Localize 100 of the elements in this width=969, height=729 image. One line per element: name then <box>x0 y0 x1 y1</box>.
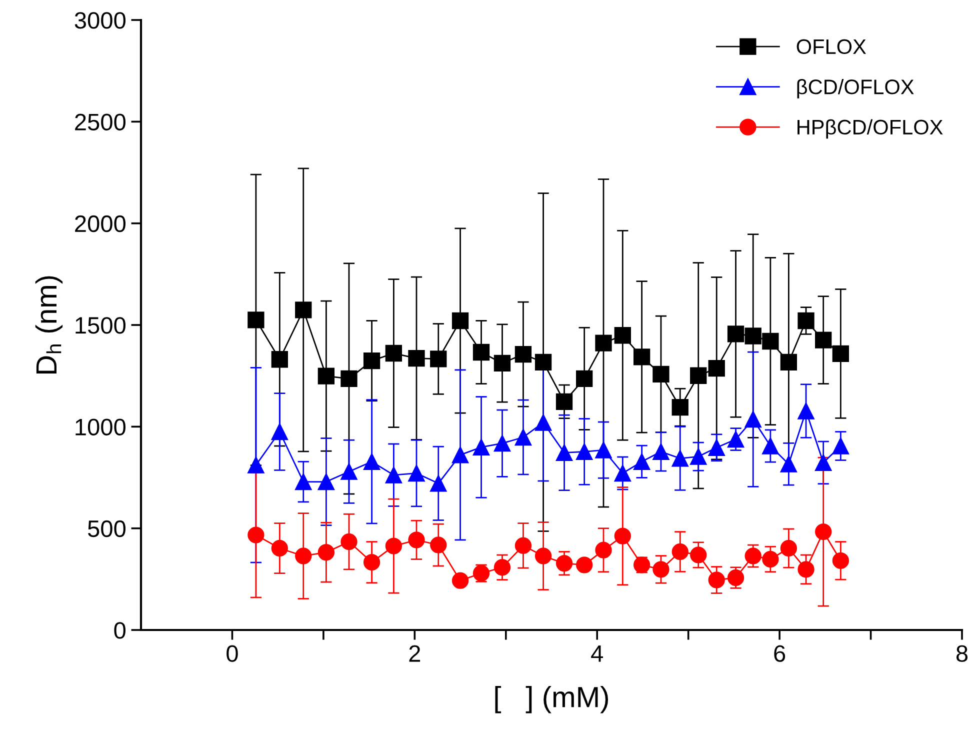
point <box>798 561 814 578</box>
point <box>780 354 798 371</box>
point <box>271 423 288 440</box>
point <box>385 538 402 554</box>
point <box>690 448 707 465</box>
point <box>744 411 762 428</box>
point <box>295 473 312 490</box>
y-axis-title: D$_{h}$ (nm) <box>35 276 63 374</box>
point <box>534 548 552 564</box>
point <box>780 540 798 557</box>
x-tick-label: 2 <box>409 645 420 662</box>
point <box>408 464 425 482</box>
point <box>595 542 612 558</box>
point <box>614 327 631 344</box>
point <box>340 370 358 388</box>
point <box>452 572 469 589</box>
point <box>556 554 573 572</box>
y-tick-label: 1000 <box>76 418 126 436</box>
point <box>832 345 850 362</box>
point <box>652 561 670 578</box>
point <box>494 559 511 576</box>
point <box>408 350 425 367</box>
point <box>452 312 469 330</box>
point <box>408 532 425 548</box>
point <box>556 393 573 410</box>
point <box>295 548 312 564</box>
point <box>363 554 380 571</box>
point <box>514 537 532 554</box>
point <box>690 367 707 384</box>
point <box>271 540 288 557</box>
point <box>815 332 832 348</box>
point <box>614 464 631 482</box>
x-axis-title: [ ] (mM) <box>495 686 608 714</box>
point <box>472 344 490 361</box>
point <box>633 348 650 366</box>
point <box>815 454 832 471</box>
point <box>248 456 264 474</box>
point <box>494 435 511 452</box>
point <box>514 346 532 363</box>
point <box>832 552 850 569</box>
y-tick-label: 1500 <box>76 317 126 334</box>
point <box>815 523 832 540</box>
point <box>614 528 631 544</box>
point <box>798 312 814 330</box>
point <box>363 453 380 470</box>
point <box>318 368 335 384</box>
y-tick-label: 2500 <box>75 114 126 130</box>
point <box>672 543 688 560</box>
point <box>780 456 798 472</box>
point <box>672 399 688 416</box>
legend-label: βCD/OFLOX <box>797 79 914 98</box>
point <box>534 414 552 431</box>
point <box>576 556 593 574</box>
y-tick-label: 0 <box>114 622 126 639</box>
point <box>514 428 532 446</box>
point <box>744 328 762 344</box>
point <box>633 453 650 470</box>
point <box>340 463 358 480</box>
point <box>762 550 779 568</box>
point <box>652 443 670 460</box>
point <box>534 354 552 371</box>
point <box>595 334 612 352</box>
x-tick-label: 6 <box>774 645 786 662</box>
point <box>452 446 469 464</box>
point <box>556 444 573 462</box>
point <box>248 526 264 544</box>
x-tick-label: 8 <box>956 645 968 662</box>
legend-label: HPβCD/OFLOX <box>798 119 943 139</box>
point <box>430 536 447 554</box>
point <box>295 302 312 318</box>
point <box>652 366 670 383</box>
point <box>708 439 725 456</box>
point <box>762 332 779 350</box>
point <box>385 466 402 484</box>
point <box>708 572 725 588</box>
point <box>576 443 593 460</box>
x-tick-label: 0 <box>226 645 238 662</box>
point <box>762 438 779 454</box>
point <box>494 354 511 372</box>
point <box>690 546 707 564</box>
legend-label: OFLOX <box>796 39 866 54</box>
point <box>271 351 288 368</box>
point <box>576 370 593 388</box>
point <box>472 438 490 456</box>
point <box>727 430 744 448</box>
y-tick-label: 500 <box>88 520 126 538</box>
y-tick-label: 2000 <box>75 215 126 232</box>
point <box>708 360 725 377</box>
point <box>318 544 335 561</box>
point <box>363 352 380 370</box>
point <box>832 438 850 454</box>
point <box>430 350 447 368</box>
y-tick-label: 3000 <box>74 12 126 29</box>
point <box>595 442 612 458</box>
point <box>430 475 447 492</box>
point <box>798 402 814 420</box>
point <box>385 344 402 362</box>
point <box>318 473 335 490</box>
point <box>744 548 762 564</box>
point <box>340 533 358 550</box>
